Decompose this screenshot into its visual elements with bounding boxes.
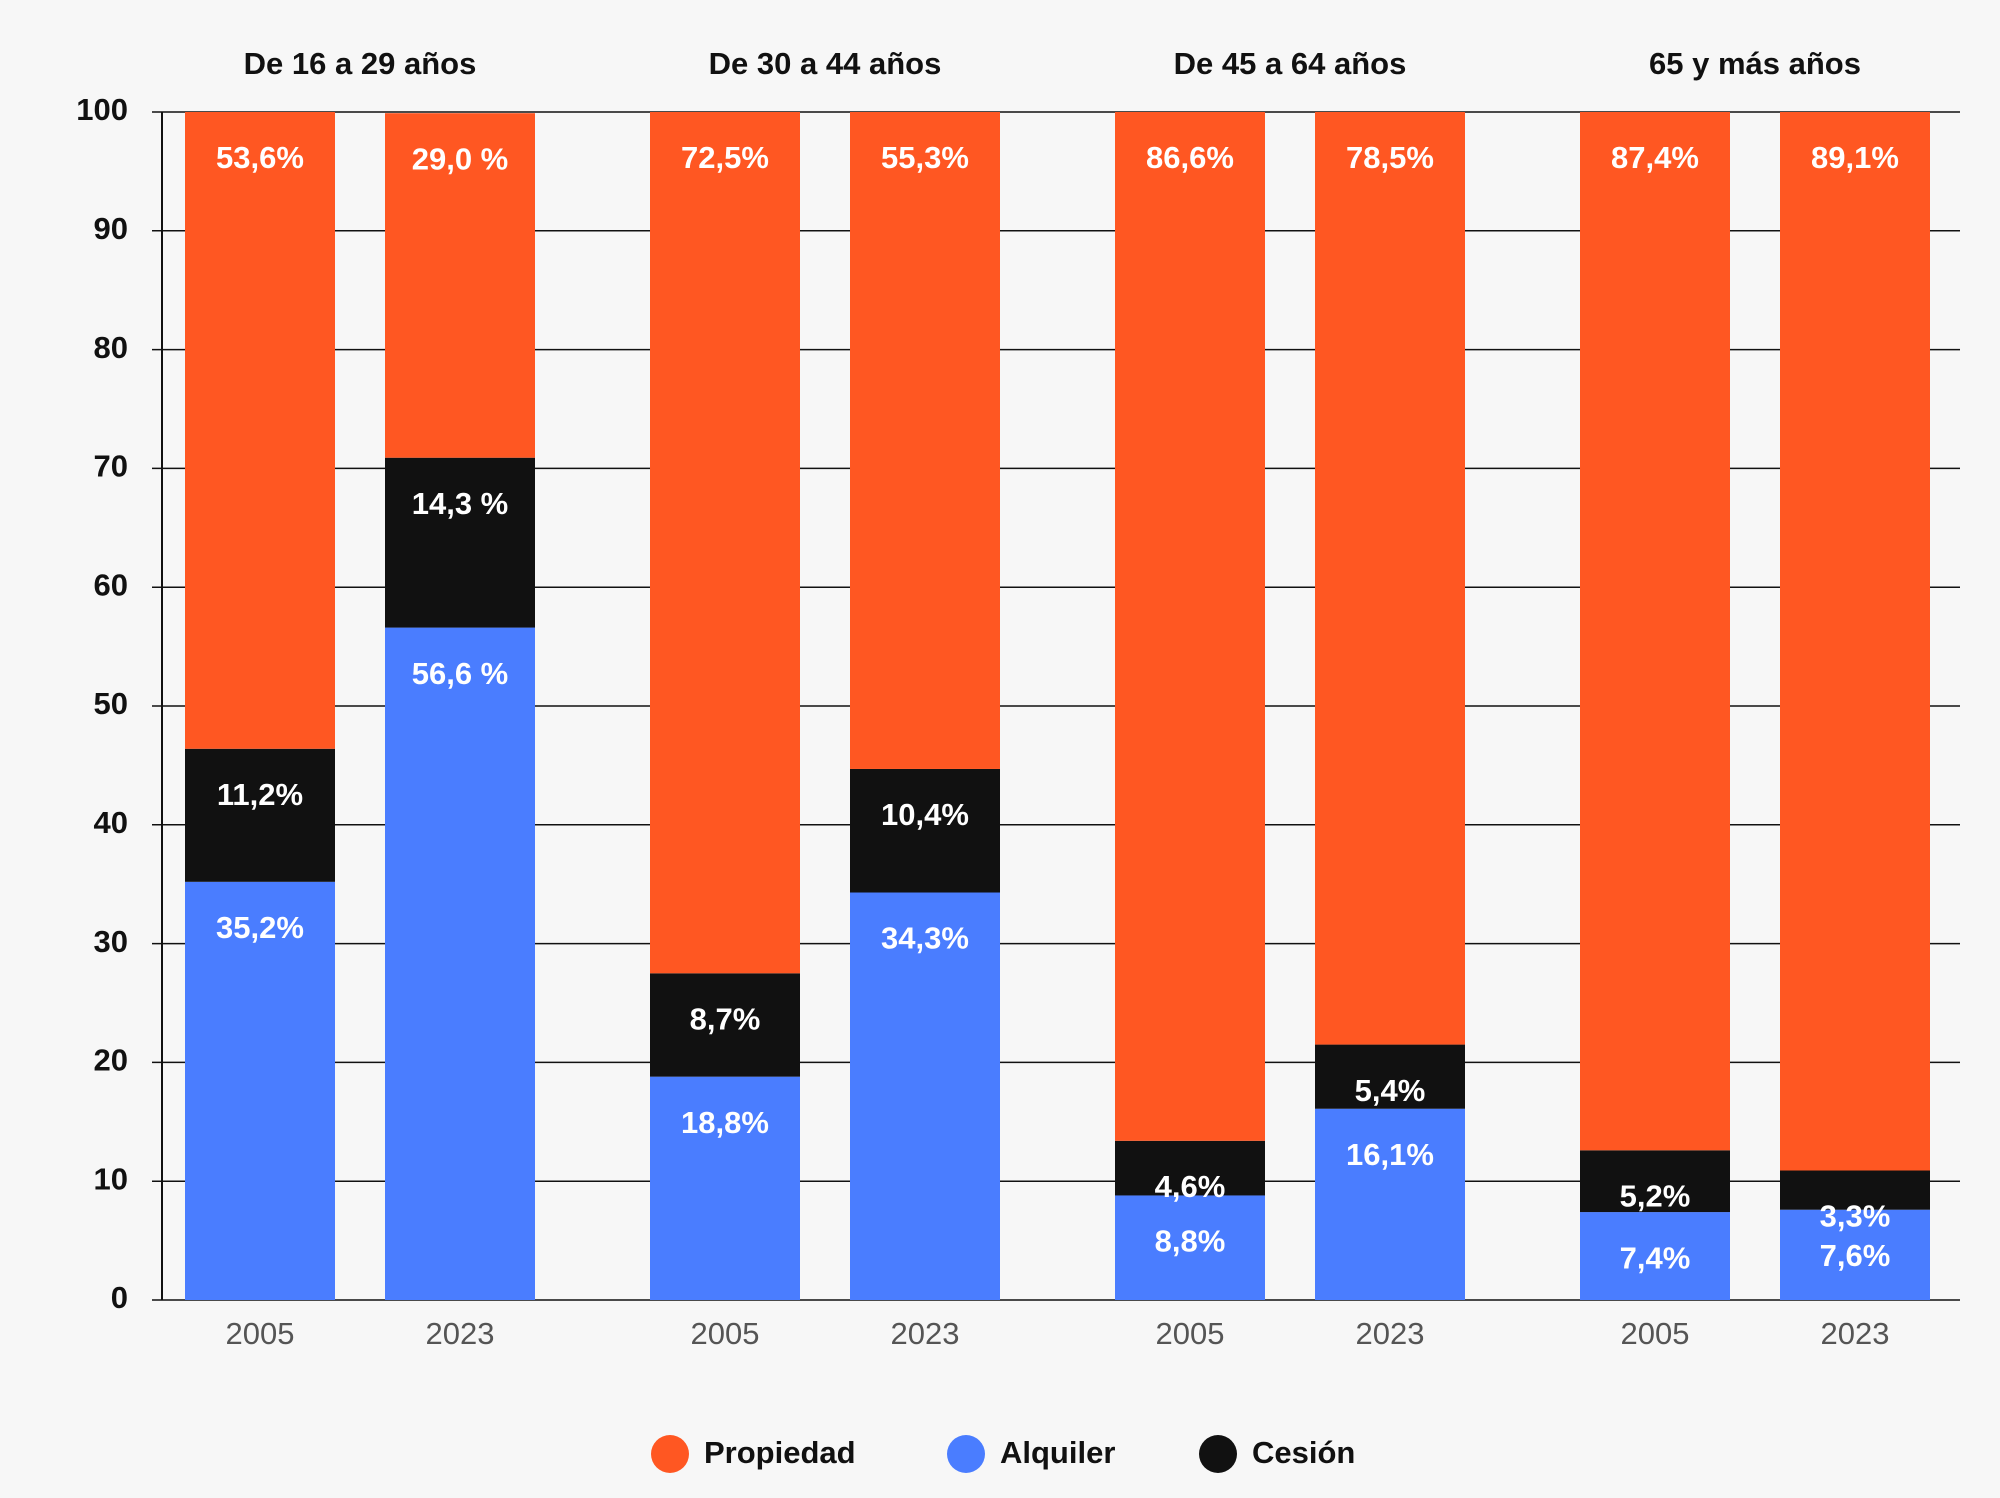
bar-segment <box>1780 112 1930 1171</box>
bar-segment <box>1580 112 1730 1151</box>
x-tick-label: 2005 <box>691 1316 760 1351</box>
y-tick-label: 10 <box>94 1161 128 1196</box>
bar-segment <box>1580 1212 1730 1300</box>
x-tick-label: 2005 <box>226 1316 295 1351</box>
value-label: 78,5% <box>1346 140 1434 175</box>
bar-segment <box>1580 1150 1730 1213</box>
value-label: 8,8% <box>1155 1224 1226 1259</box>
bar-segment <box>385 627 535 1300</box>
bar-segment <box>650 973 800 1077</box>
bar-segment <box>850 892 1000 1300</box>
bar-segment <box>185 748 335 882</box>
value-label: 35,2% <box>216 910 304 945</box>
value-label: 55,3% <box>881 140 969 175</box>
y-tick-label: 80 <box>94 330 128 365</box>
bar-segment <box>1780 1209 1930 1300</box>
y-tick-label: 100 <box>76 92 128 127</box>
value-label: 53,6% <box>216 140 304 175</box>
value-label: 16,1% <box>1346 1137 1434 1172</box>
x-tick-label: 2005 <box>1621 1316 1690 1351</box>
value-label: 3,3% <box>1820 1199 1891 1234</box>
value-label: 56,6 % <box>412 656 509 691</box>
value-label: 5,4% <box>1355 1073 1426 1108</box>
y-tick-label: 60 <box>94 567 128 602</box>
bar-segment <box>1115 1195 1265 1300</box>
legend-label: Alquiler <box>1000 1435 1115 1470</box>
legend-marker <box>651 1435 689 1473</box>
bar-segment <box>650 1076 800 1300</box>
value-label: 34,3% <box>881 921 969 956</box>
value-label: 5,2% <box>1620 1178 1691 1213</box>
y-tick-label: 70 <box>94 449 128 484</box>
y-tick-label: 0 <box>111 1280 128 1315</box>
group-label: 65 y más años <box>1649 46 1861 81</box>
bar-segment <box>185 881 335 1300</box>
value-label: 18,8% <box>681 1105 769 1140</box>
x-tick-label: 2023 <box>1821 1316 1890 1351</box>
bar-segment <box>850 768 1000 893</box>
y-tick-label: 40 <box>94 805 128 840</box>
bar-segment <box>1115 112 1265 1141</box>
bar-segment <box>1780 1170 1930 1210</box>
bar-segment <box>1115 1140 1265 1196</box>
bar-segment <box>850 112 1000 769</box>
bar-segment <box>385 113 535 458</box>
bar-segment <box>185 112 335 749</box>
legend-marker <box>947 1435 985 1473</box>
bar-segment <box>1315 1108 1465 1300</box>
x-tick-label: 2023 <box>426 1316 495 1351</box>
value-label: 29,0 % <box>412 141 509 176</box>
legend-label: Propiedad <box>704 1435 856 1470</box>
value-label: 11,2% <box>217 777 303 812</box>
group-label: De 45 a 64 años <box>1174 46 1407 81</box>
x-tick-label: 2005 <box>1156 1316 1225 1351</box>
y-tick-label: 30 <box>94 924 128 959</box>
y-tick-label: 20 <box>94 1043 128 1078</box>
value-label: 89,1% <box>1811 140 1899 175</box>
legend-label: Cesión <box>1252 1435 1355 1470</box>
value-label: 7,6% <box>1820 1238 1891 1273</box>
bar-segment <box>650 112 800 974</box>
value-label: 72,5% <box>681 140 769 175</box>
bar-segment <box>385 457 535 628</box>
y-tick-label: 50 <box>94 686 128 721</box>
y-tick-label: 90 <box>94 211 128 246</box>
value-label: 7,4% <box>1620 1240 1691 1275</box>
value-label: 14,3 % <box>412 486 509 521</box>
value-label: 8,7% <box>690 1001 761 1036</box>
bar-segment <box>1315 1044 1465 1109</box>
value-label: 4,6% <box>1155 1169 1226 1204</box>
bar-segment <box>1315 112 1465 1045</box>
group-label: De 16 a 29 años <box>244 46 477 81</box>
legend-marker <box>1199 1435 1237 1473</box>
value-label: 10,4% <box>881 797 969 832</box>
x-tick-label: 2023 <box>1356 1316 1425 1351</box>
x-tick-label: 2023 <box>891 1316 960 1351</box>
group-label: De 30 a 44 años <box>709 46 942 81</box>
value-label: 87,4% <box>1611 140 1699 175</box>
value-label: 86,6% <box>1146 140 1234 175</box>
